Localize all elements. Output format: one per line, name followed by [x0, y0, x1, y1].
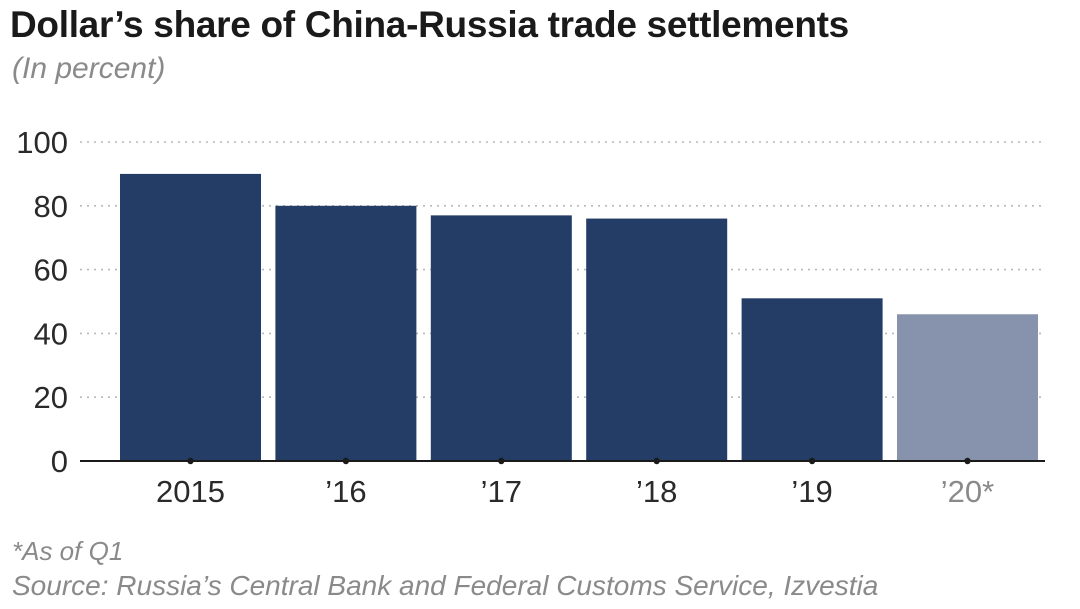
footnote: *As of Q1 [12, 536, 124, 566]
y-tick-label-20: 20 [34, 380, 68, 415]
x-tick-label-2: ’17 [481, 474, 522, 509]
y-tick-labels: 0 20 40 60 80 100 [16, 125, 68, 479]
chart-title: Dollar’s share of China-Russia trade set… [10, 4, 849, 45]
bars [120, 173, 1038, 461]
x-tick-mark-4 [808, 457, 816, 465]
y-tick-label-60: 60 [34, 253, 68, 288]
bar-4 [741, 298, 883, 461]
x-tick-label-4: ’19 [791, 474, 832, 509]
bar-3 [586, 218, 728, 461]
bar-0 [120, 173, 261, 461]
x-tick-mark-2 [498, 457, 505, 465]
x-tick-label-0: 2015 [156, 474, 225, 509]
x-tick-mark-1 [342, 457, 350, 465]
bar-2 [430, 215, 572, 461]
y-tick-label-40: 40 [34, 316, 68, 351]
x-tick-mark-5 [964, 457, 971, 465]
x-tick-mark-3 [653, 457, 660, 465]
x-tick-label-1: ’16 [325, 474, 366, 509]
x-tick-mark-0 [187, 457, 194, 465]
axes [80, 457, 1045, 465]
source-note: Source: Russia’s Central Bank and Federa… [12, 570, 879, 601]
bar-5 [897, 314, 1038, 461]
y-tick-label-100: 100 [16, 125, 68, 160]
x-tick-labels: 2015 ’16 ’17 ’18 ’19 ’20* [156, 474, 994, 509]
x-tick-label-5: ’20* [941, 474, 994, 509]
y-tick-label-0: 0 [51, 444, 68, 479]
bar-1 [275, 205, 417, 461]
y-tick-label-80: 80 [34, 189, 68, 224]
x-tick-label-3: ’18 [636, 474, 677, 509]
chart-subtitle: (In percent) [12, 52, 166, 85]
